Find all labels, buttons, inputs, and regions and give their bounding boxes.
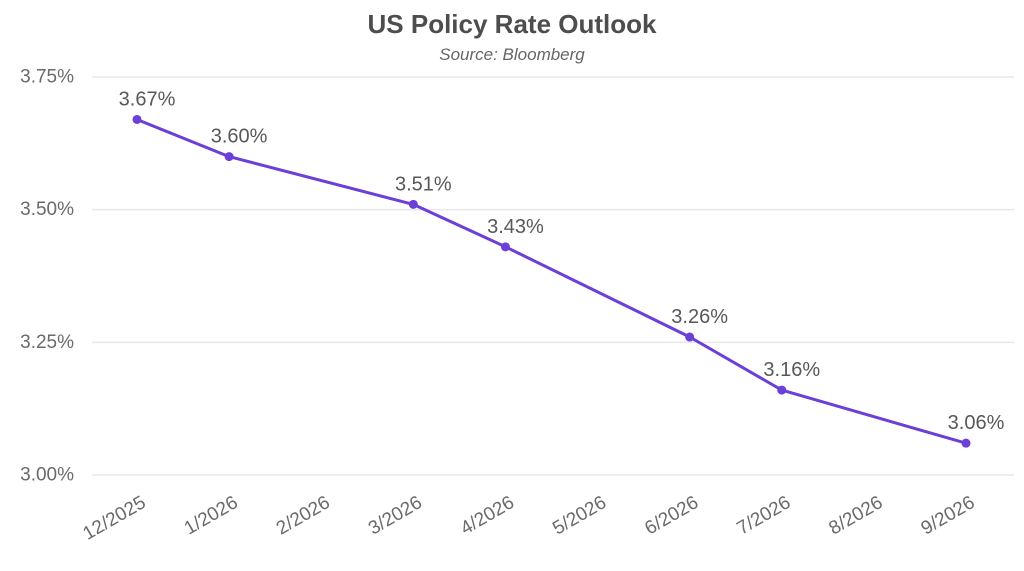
data-point-marker (224, 152, 234, 162)
x-axis-tick-label: 1/2026 (181, 492, 242, 539)
data-point-label: 3.51% (395, 173, 452, 195)
data-point-label: 3.26% (671, 306, 728, 328)
rate-line (135, 118, 968, 445)
data-point-label: 3.67% (119, 88, 176, 110)
x-axis-tick-label: 8/2026 (826, 492, 887, 539)
data-point-label: 3.43% (487, 216, 544, 238)
y-axis-tick-label: 3.75% (20, 67, 74, 88)
data-point-marker (685, 332, 695, 342)
data-point-marker (408, 199, 418, 209)
y-axis-tick-label: 3.00% (20, 465, 74, 486)
chart-title: US Policy Rate Outlook (368, 9, 657, 39)
x-axis-tick-label: 7/2026 (733, 492, 794, 539)
data-point-marker (500, 242, 510, 252)
x-axis-tick-label: 6/2026 (641, 492, 702, 539)
chart-subtitle: Source: Bloomberg (439, 45, 585, 64)
series-group (132, 114, 971, 448)
x-axis-tick-label: 4/2026 (457, 492, 518, 539)
x-axis-tick-label: 9/2026 (918, 492, 979, 539)
data-point-label: 3.60% (211, 126, 268, 148)
gridlines-group: 3.00% 3.25% 3.50% 3.75% (20, 67, 1014, 486)
x-axis-tick-label: 12/2025 (80, 492, 150, 545)
data-point-label: 3.16% (763, 359, 820, 381)
x-axis-tick-label: 5/2026 (549, 492, 610, 539)
data-point-label: 3.06% (948, 412, 1005, 434)
x-axis-tick-label: 2/2026 (273, 492, 334, 539)
data-point-marker (777, 385, 787, 395)
labels-group: 12/2025 1/2026 2/2026 3/2026 4/2026 5/2026 6/2… (80, 88, 1005, 544)
y-axis-tick-label: 3.25% (20, 332, 74, 353)
data-point-marker (961, 438, 971, 448)
data-point-marker (132, 114, 142, 124)
y-axis-tick-label: 3.50% (20, 199, 74, 220)
x-axis-tick-label: 3/2026 (365, 492, 426, 539)
